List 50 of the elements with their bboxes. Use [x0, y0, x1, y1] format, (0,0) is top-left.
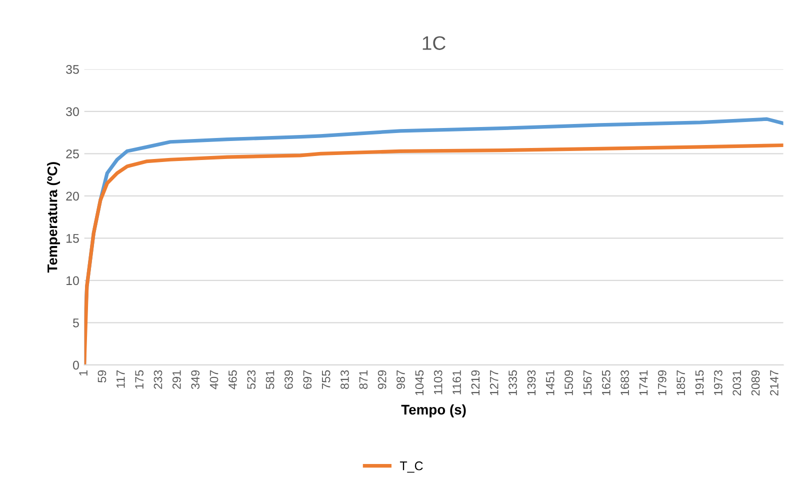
- x-tick-label: 987: [396, 370, 405, 389]
- x-tick-label: 1277: [490, 370, 498, 396]
- x-tick-label: 1045: [415, 370, 424, 396]
- x-tick-label: 1161: [452, 370, 461, 394]
- x-tick-label: 407: [210, 370, 218, 390]
- x-tick-label: 755: [322, 370, 330, 389]
- x-tick-label: 1: [79, 370, 88, 376]
- y-tick-label: 35: [66, 65, 79, 74]
- x-tick-label: 1567: [583, 370, 592, 396]
- legend-label: T_C: [400, 461, 423, 473]
- x-tick-label: 1509: [564, 370, 573, 396]
- y-tick-label: 10: [66, 276, 79, 286]
- x-tick-label: 465: [228, 370, 237, 390]
- x-tick-label: 581: [266, 370, 274, 390]
- y-tick-label: 5: [73, 318, 79, 328]
- y-axis-title: Temperatura (ºC): [47, 162, 60, 273]
- x-tick-label: 1219: [471, 370, 480, 396]
- x-tick-label: 291: [172, 370, 181, 389]
- chart-title: 1C: [422, 36, 446, 50]
- y-tick-label: 0: [72, 360, 79, 370]
- x-tick-label: 1915: [695, 370, 704, 396]
- x-tick-label: 1335: [508, 370, 517, 396]
- x-tick-label: 1451: [546, 370, 554, 396]
- x-tick-label: 349: [191, 370, 200, 390]
- x-tick-label: 1857: [676, 370, 686, 396]
- y-tick-label: 30: [66, 107, 79, 116]
- y-tick-label: 20: [66, 192, 79, 201]
- x-tick-label: 1741: [639, 370, 648, 396]
- x-axis-title: Tempo (s): [401, 404, 466, 418]
- x-tick-label: 871: [359, 370, 368, 389]
- x-tick-label: 1103: [434, 370, 442, 394]
- y-tick-label: 15: [66, 234, 79, 243]
- x-tick-label: 175: [135, 370, 144, 389]
- x-tick-label: 1973: [714, 370, 722, 396]
- x-tick-label: 929: [378, 370, 386, 389]
- x-tick-label: 1625: [602, 370, 610, 396]
- x-tick-label: 2031: [732, 370, 742, 396]
- x-tick-label: 2147: [770, 370, 778, 396]
- x-tick-label: 1799: [658, 370, 666, 396]
- x-tick-label: 813: [340, 370, 349, 389]
- x-tick-label: 639: [284, 370, 293, 389]
- x-tick-label: 59: [98, 370, 106, 382]
- y-tick-label: 25: [66, 150, 79, 158]
- x-tick-label: 1393: [527, 370, 536, 396]
- x-tick-label: 523: [247, 370, 256, 390]
- x-tick-label: 2089: [751, 370, 760, 396]
- x-tick-label: 1683: [620, 370, 630, 396]
- x-tick-label: 117: [116, 370, 125, 388]
- x-tick-label: 233: [154, 370, 162, 389]
- x-tick-label: 697: [303, 370, 312, 389]
